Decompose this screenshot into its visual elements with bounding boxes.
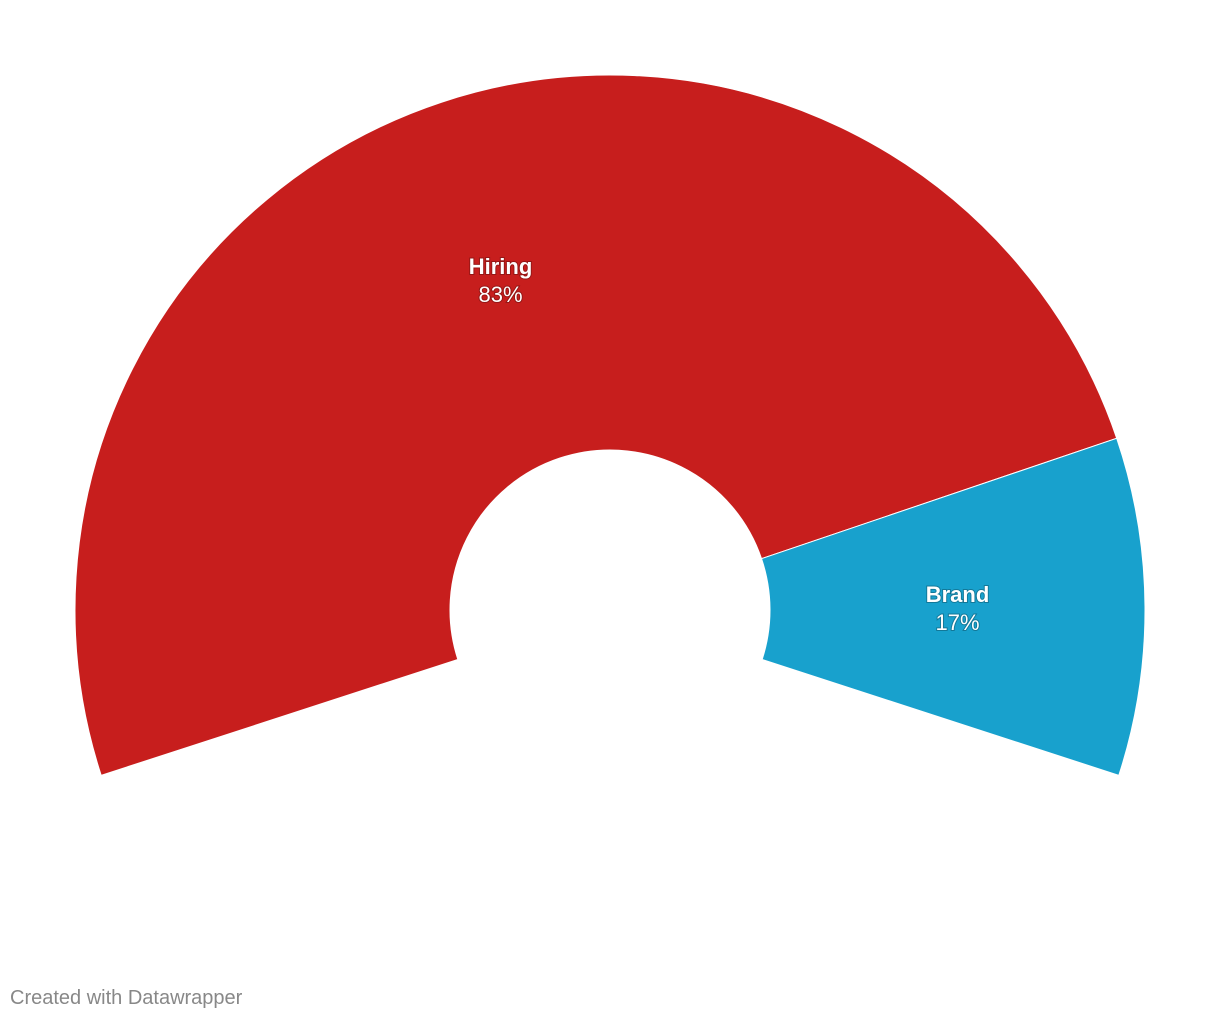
slice-value: 17% (935, 610, 979, 635)
slice-label: Hiring (469, 254, 533, 279)
slice (760, 437, 1146, 776)
slice-value: 83% (479, 282, 523, 307)
slice-label: Brand (926, 582, 990, 607)
slice (74, 74, 1118, 776)
credit: Created with Datawrapper (10, 987, 243, 1009)
